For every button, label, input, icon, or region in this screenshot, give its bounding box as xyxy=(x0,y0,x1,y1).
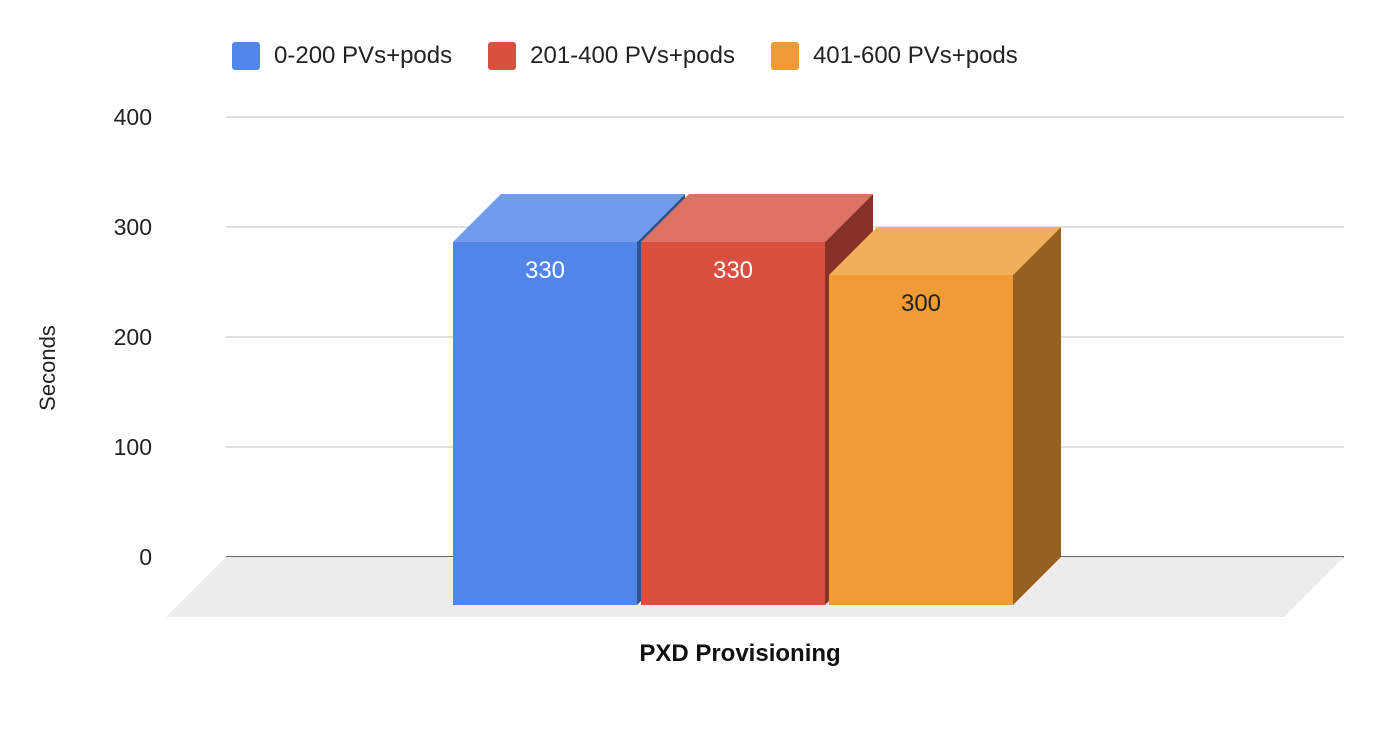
legend-item-series-1: 0-200 PVs+pods xyxy=(232,42,452,70)
legend-swatch xyxy=(770,42,799,70)
y-tick-label: 200 xyxy=(114,324,152,350)
data-label: 330 xyxy=(713,257,753,284)
bar-1 xyxy=(453,242,637,605)
y-tick-label: 400 xyxy=(114,104,152,130)
y-tick-label: 0 xyxy=(139,544,152,570)
legend-item-series-2: 201-400 PVs+pods xyxy=(488,42,735,70)
legend-label: 0-200 PVs+pods xyxy=(274,42,453,69)
bars xyxy=(453,194,1061,605)
bar-top xyxy=(453,194,685,242)
bar-side xyxy=(1013,227,1061,605)
legend-swatch xyxy=(232,42,260,70)
legend-item-series-3: 401-600 PVs+pods xyxy=(770,42,1018,70)
x-axis-label: PXD Provisioning xyxy=(639,640,841,667)
legend-swatch xyxy=(488,42,517,70)
legend: 0-200 PVs+pods 201-400 PVs+pods 401-600 … xyxy=(232,42,1018,70)
bar-top xyxy=(829,227,1061,275)
data-labels: 330 330 300 xyxy=(525,257,941,317)
legend-label: 201-400 PVs+pods xyxy=(530,42,735,69)
y-tick-label: 100 xyxy=(114,434,152,460)
y-tick-label: 300 xyxy=(114,214,152,240)
bar-2 xyxy=(641,242,825,605)
bar-3 xyxy=(829,275,1013,605)
data-label: 330 xyxy=(525,257,565,284)
legend-label: 401-600 PVs+pods xyxy=(812,42,1018,69)
bar-top xyxy=(641,194,873,242)
y-axis-label: Seconds xyxy=(35,325,60,411)
data-label: 300 xyxy=(901,290,941,317)
